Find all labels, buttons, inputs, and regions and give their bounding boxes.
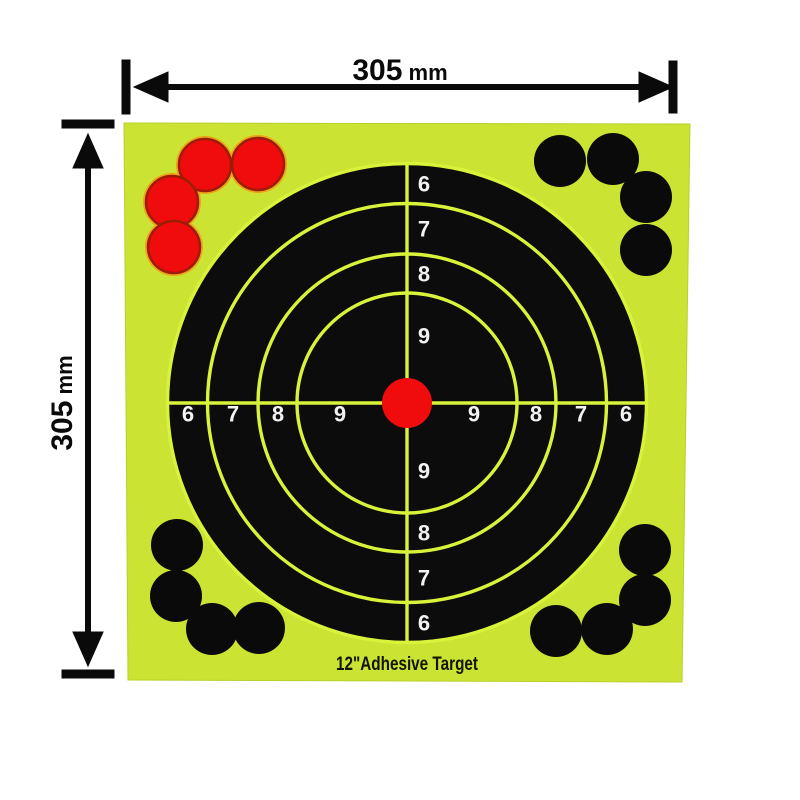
- svg-text:7: 7: [418, 217, 430, 242]
- svg-text:9: 9: [468, 402, 480, 427]
- svg-text:6: 6: [620, 402, 632, 427]
- svg-text:6: 6: [418, 172, 430, 197]
- svg-text:8: 8: [272, 402, 284, 427]
- svg-text:9: 9: [418, 324, 430, 349]
- svg-text:8: 8: [418, 262, 430, 287]
- svg-text:305 mm: 305 mm: [46, 355, 79, 450]
- svg-text:8: 8: [418, 521, 430, 546]
- svg-text:6: 6: [418, 611, 430, 636]
- svg-text:9: 9: [418, 459, 430, 484]
- svg-text:6: 6: [182, 402, 194, 427]
- svg-text:12"Adhesive Target: 12"Adhesive Target: [336, 654, 479, 675]
- svg-text:8: 8: [530, 402, 542, 427]
- svg-text:9: 9: [334, 402, 346, 427]
- svg-text:7: 7: [575, 402, 587, 427]
- svg-text:7: 7: [418, 566, 430, 591]
- svg-text:7: 7: [227, 402, 239, 427]
- svg-text:305 mm: 305 mm: [352, 54, 447, 87]
